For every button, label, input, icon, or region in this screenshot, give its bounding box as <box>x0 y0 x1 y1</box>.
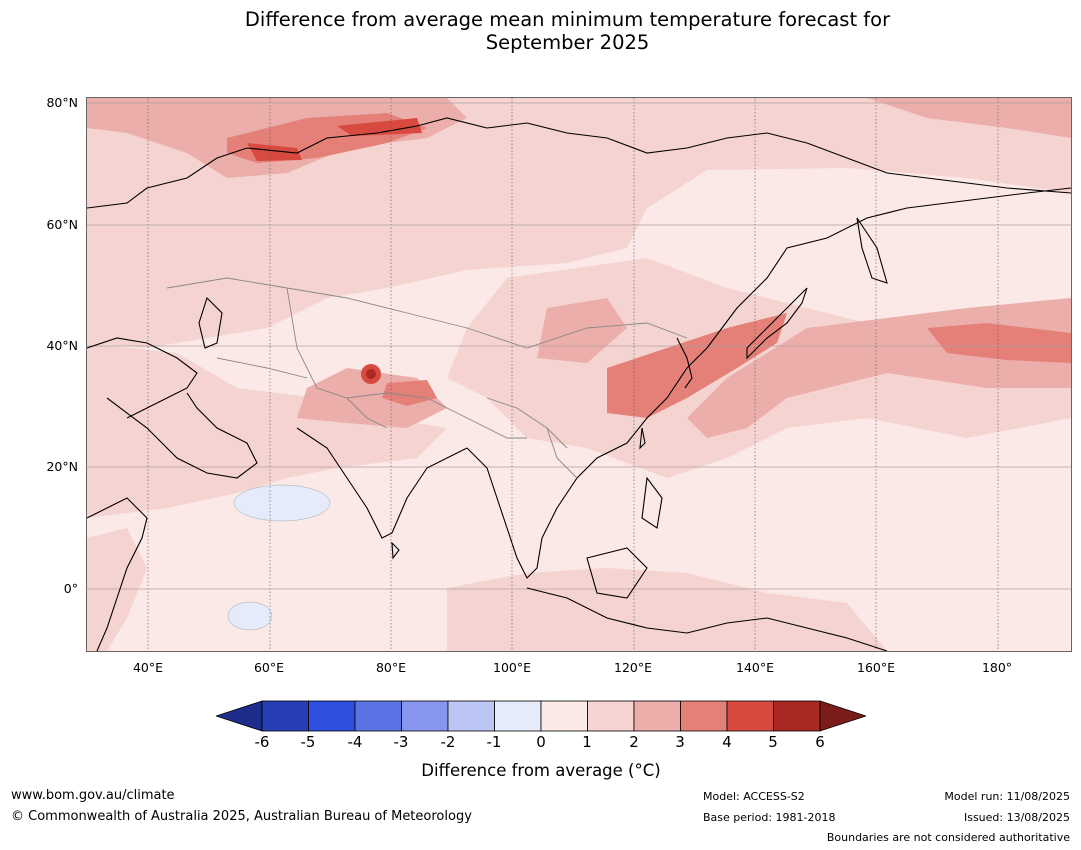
chart-title: Difference from average mean minimum tem… <box>0 8 1081 54</box>
colorbar-label: -5 <box>300 733 316 751</box>
colorbar-label: 5 <box>768 733 778 751</box>
anomaly-field-4-5-arctic <box>247 118 422 161</box>
y-tick-0: 0° <box>63 581 78 596</box>
colorbar-label: -2 <box>440 733 456 751</box>
website-link[interactable]: www.bom.gov.au/climate <box>11 788 175 803</box>
colorbar-label: -3 <box>393 733 409 751</box>
colorbar-cell <box>726 700 774 732</box>
x-tick-100e: 100°E <box>492 660 532 675</box>
anomaly-field-2-3-east-arctic <box>867 98 1071 138</box>
colorbar-label: -1 <box>486 733 502 751</box>
colorbar-label: -6 <box>254 733 270 751</box>
longitude-gridlines <box>147 98 999 651</box>
colorbar-cells <box>216 700 866 732</box>
model-run-text: Model run: 11/08/2025 <box>944 790 1070 803</box>
colorbar-cell <box>261 700 309 732</box>
anomaly-field-3-4-himalaya <box>382 380 437 406</box>
issued-text: Issued: 13/08/2025 <box>963 811 1070 824</box>
colorbar <box>216 700 866 732</box>
colorbar-label: 2 <box>629 733 639 751</box>
colorbar-title: Difference from average (°C) <box>421 761 661 780</box>
country-borders <box>166 277 688 479</box>
y-tick-80n: 80°N <box>46 95 78 110</box>
anomaly-field-5-6-hotspot <box>366 369 376 379</box>
colorbar-label: -4 <box>347 733 363 751</box>
colorbar-cell <box>773 700 821 732</box>
colorbar-label: 4 <box>722 733 732 751</box>
colorbar-cell <box>354 700 402 732</box>
x-tick-140e: 140°E <box>735 660 775 675</box>
forecast-map <box>86 97 1072 652</box>
colorbar-cell <box>680 700 728 732</box>
colorbar-label: 6 <box>815 733 825 751</box>
x-tick-160e: 160°E <box>856 660 896 675</box>
colorbar-label: 3 <box>675 733 685 751</box>
colorbar-cell <box>494 700 542 732</box>
colorbar-cell <box>540 700 588 732</box>
y-tick-40n: 40°N <box>46 338 78 353</box>
x-tick-180: 180° <box>981 660 1013 675</box>
colorbar-arrow-low <box>216 700 263 732</box>
anomaly-field-3-4-pacific <box>927 323 1071 363</box>
colorbar-label: 1 <box>582 733 592 751</box>
colorbar-cell <box>633 700 681 732</box>
x-tick-80e: 80°E <box>375 660 407 675</box>
colorbar-label: 0 <box>536 733 546 751</box>
anomaly-field-2-3-china-north <box>537 298 627 363</box>
y-tick-20n: 20°N <box>46 459 78 474</box>
anomaly-field-neg-indian-ocean <box>227 601 273 631</box>
colorbar-cell <box>401 700 449 732</box>
x-tick-40e: 40°E <box>132 660 164 675</box>
base-period-text: Base period: 1981-2018 <box>703 811 836 824</box>
anomaly-field-3-4-china <box>607 313 787 418</box>
x-tick-120e: 120°E <box>613 660 653 675</box>
copyright-text: © Commonwealth of Australia 2025, Austra… <box>11 809 472 824</box>
map-svg <box>87 98 1071 651</box>
anomaly-field-1-2-west <box>87 343 447 518</box>
colorbar-cell <box>447 700 495 732</box>
x-tick-60e: 60°E <box>253 660 285 675</box>
colorbar-cell <box>308 700 356 732</box>
anomaly-field-neg-arabian-sea <box>233 484 331 522</box>
title-line-2: September 2025 <box>485 31 650 54</box>
colorbar-cell <box>587 700 635 732</box>
title-line-1: Difference from average mean minimum tem… <box>244 8 891 31</box>
anomaly-field-1-2-north <box>87 98 1071 348</box>
y-tick-60n: 60°N <box>46 217 78 232</box>
model-text: Model: ACCESS-S2 <box>703 790 805 803</box>
colorbar-arrow-high <box>819 700 866 732</box>
coastlines <box>87 117 1071 651</box>
disclaimer-text: Boundaries are not considered authoritat… <box>826 831 1070 844</box>
